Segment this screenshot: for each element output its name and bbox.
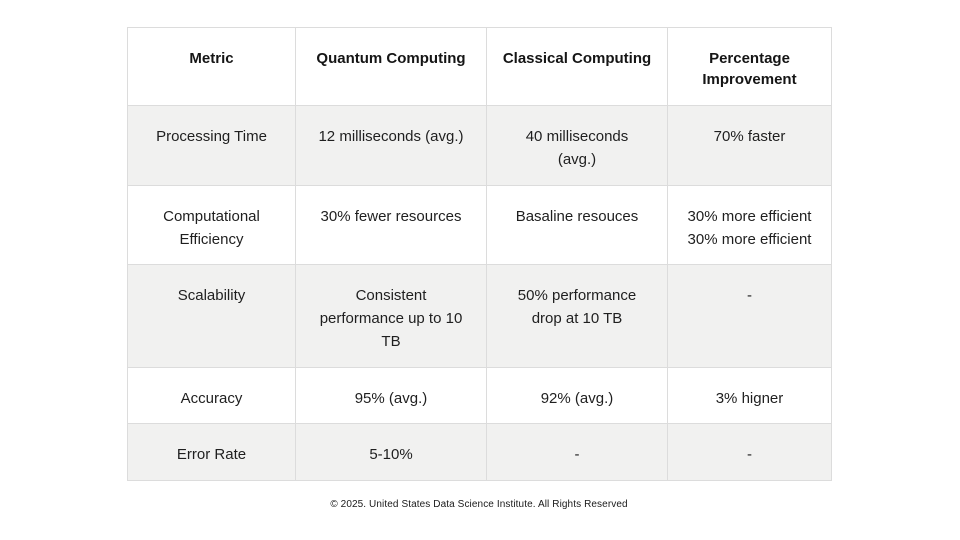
cell-line: 30% fewer resources	[320, 208, 462, 225]
cell-line: 30% more efficient	[687, 208, 812, 225]
cell-line: (avg.)	[557, 151, 597, 168]
cell-line: 70% faster	[713, 128, 786, 145]
cell-error-rate-col1: 5-10%	[295, 423, 487, 481]
cell-computational-efficiency-col3: 30% more efficient 30% more efficient	[667, 185, 832, 265]
cell-line: 30% more efficient	[687, 231, 812, 248]
table-row-processing-time: Processing Time 12 milliseconds (avg.) 40 …	[127, 105, 832, 186]
cell-processing-time-col3: 70% faster	[667, 105, 832, 186]
cell-error-rate-col0: Error Rate	[127, 423, 296, 481]
cell-line: Accuracy	[180, 390, 243, 407]
cell-line: Error Rate	[176, 446, 247, 463]
cell-computational-efficiency-col0: Computational Efficiency	[127, 185, 296, 265]
cell-computational-efficiency-col1: 30% fewer resources	[295, 185, 487, 265]
cell-accuracy-col2: 92% (avg.)	[486, 367, 668, 424]
cell-processing-time-col0: Processing Time	[127, 105, 296, 186]
column-header-percentage-improvement: Percentage Improvement	[667, 27, 832, 106]
table-body: Processing Time 12 milliseconds (avg.) 40 …	[127, 105, 832, 481]
cell-line: Scalability	[177, 287, 246, 304]
cell-error-rate-col2: -	[486, 423, 668, 481]
cell-line: drop at 10 TB	[531, 310, 623, 327]
cell-line: 40 milliseconds	[525, 128, 629, 145]
cell-line: -	[574, 446, 580, 463]
cell-line: Processing Time	[156, 128, 267, 145]
cell-line: 50% performance	[517, 287, 637, 304]
table-row-computational-efficiency: Computational Efficiency 30% fewer resourc…	[127, 185, 832, 265]
cell-computational-efficiency-col2: Basaline resouces	[486, 185, 668, 265]
cell-scalability-col3: -	[667, 264, 832, 368]
cell-line: 92% (avg.)	[540, 390, 614, 407]
cell-line: 3% higner	[715, 390, 784, 407]
cell-processing-time-col2: 40 milliseconds (avg.)	[486, 105, 668, 186]
cell-scalability-col2: 50% performance drop at 10 TB	[486, 264, 668, 368]
copyright-text: © 2025. United States Data Science Insti…	[330, 499, 628, 510]
cell-line: 5-10%	[369, 446, 413, 463]
table-row-accuracy: Accuracy 95% (avg.) 92% (avg.) 3% higner	[127, 367, 832, 424]
cell-line: performance up to 10	[319, 310, 463, 327]
table-row-error-rate: Error Rate 5-10% - -	[127, 423, 832, 481]
cell-line: Computational	[163, 208, 260, 225]
cell-line: TB	[381, 333, 401, 350]
table-row-scalability: Scalability Consistent performance up to 1…	[127, 264, 832, 368]
cell-accuracy-col0: Accuracy	[127, 367, 296, 424]
column-header-classical-computing: Classical Computing	[486, 27, 668, 106]
column-header-quantum-computing: Quantum Computing	[295, 27, 487, 106]
cell-error-rate-col3: -	[667, 423, 832, 481]
cell-line: 12 milliseconds (avg.)	[318, 128, 464, 145]
cell-line: Basaline resouces	[515, 208, 639, 225]
cell-processing-time-col1: 12 milliseconds (avg.)	[295, 105, 487, 186]
cell-scalability-col1: Consistent performance up to 10 TB	[295, 264, 487, 368]
header-row: Metric Quantum Computing Classical Computi…	[127, 27, 832, 106]
cell-scalability-col0: Scalability	[127, 264, 296, 368]
cell-line: -	[747, 287, 752, 304]
cell-accuracy-col1: 95% (avg.)	[295, 367, 487, 424]
cell-line: Consistent	[355, 287, 427, 304]
cell-line: -	[747, 446, 752, 463]
cell-accuracy-col3: 3% higner	[667, 367, 832, 424]
cell-line: 95% (avg.)	[354, 390, 428, 407]
quantum-vs-classical-table: Metric Quantum Computing Classical Computi…	[127, 27, 832, 481]
column-header-metric: Metric	[127, 27, 296, 106]
cell-line: Efficiency	[179, 231, 244, 248]
